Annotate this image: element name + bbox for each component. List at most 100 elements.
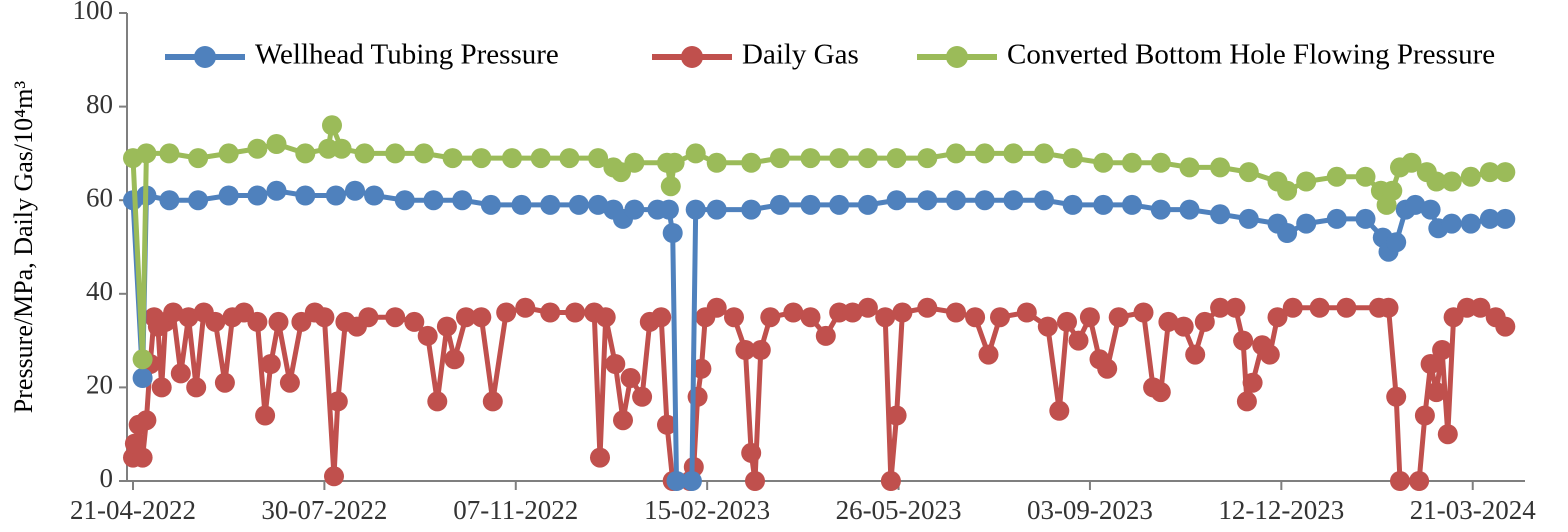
data-point [186, 377, 207, 398]
data-point [1133, 302, 1154, 323]
data-point [247, 311, 268, 332]
x-tick-label: 07-11-2022 [453, 495, 578, 525]
data-point [314, 307, 335, 328]
data-point [1079, 307, 1100, 328]
data-point [268, 311, 289, 332]
data-point [159, 143, 180, 164]
data-point [456, 307, 476, 328]
data-point [783, 302, 804, 323]
x-tick-label: 21-04-2022 [70, 495, 196, 525]
data-point [1150, 152, 1171, 173]
data-point [1238, 162, 1259, 183]
data-point [620, 368, 641, 388]
data-point [1108, 307, 1129, 328]
data-point [1210, 157, 1231, 178]
legend-swatch-marker [194, 46, 216, 68]
data-point [886, 190, 907, 211]
data-point [205, 311, 226, 332]
data-point [255, 405, 276, 426]
data-point [1401, 152, 1422, 173]
data-point [322, 115, 342, 136]
data-point [188, 190, 209, 211]
data-point [917, 297, 938, 318]
data-point [496, 302, 517, 323]
data-point [530, 148, 551, 169]
data-point [1296, 213, 1317, 234]
data-point [706, 152, 727, 173]
data-point [1097, 358, 1118, 379]
data-point [1194, 311, 1215, 332]
data-point [540, 302, 561, 323]
data-point [480, 194, 501, 215]
data-point [1355, 208, 1376, 229]
data-point [681, 471, 702, 491]
series-converted-bottom-hole-flowing-pressure [123, 115, 1516, 370]
data-point [1037, 316, 1058, 337]
data-point [1093, 194, 1114, 215]
data-point [741, 442, 762, 463]
data-point [1236, 391, 1257, 412]
legend-label: Wellhead Tubing Pressure [255, 39, 559, 71]
data-point [1432, 340, 1453, 360]
data-point [1460, 166, 1481, 187]
data-point [132, 368, 153, 388]
data-point [1267, 307, 1288, 328]
data-point [151, 377, 172, 398]
data-point [1426, 382, 1447, 403]
data-point [1150, 382, 1171, 403]
data-point [266, 134, 287, 154]
data-point [946, 143, 966, 164]
data-point [724, 307, 744, 328]
data-point [159, 190, 180, 211]
x-tick-label: 26-05-2023 [836, 495, 962, 525]
data-point [1259, 344, 1280, 365]
data-point [436, 316, 457, 337]
data-point [745, 471, 765, 491]
data-point [1378, 297, 1399, 318]
data-point [170, 363, 191, 384]
data-point [327, 391, 348, 412]
data-point [136, 410, 157, 431]
data-point [423, 190, 444, 211]
data-point [1414, 405, 1435, 426]
data-point [613, 410, 633, 431]
data-point [404, 311, 425, 332]
data-point [178, 307, 199, 328]
data-point [1326, 208, 1347, 229]
data-point [1185, 344, 1206, 365]
data-point [247, 185, 268, 206]
data-point [685, 143, 706, 164]
y-tick-label: 0 [100, 463, 114, 493]
data-point [1062, 194, 1083, 215]
data-point [385, 307, 406, 328]
data-point [657, 414, 677, 435]
data-point [1479, 208, 1500, 229]
y-tick-label: 80 [86, 89, 113, 119]
x-tick-label: 15-02-2023 [644, 495, 770, 525]
data-point [295, 185, 316, 206]
data-point [1210, 204, 1231, 225]
data-point [857, 297, 878, 318]
data-point [385, 143, 406, 164]
data-point [565, 302, 586, 323]
data-point [886, 148, 907, 169]
data-point [1003, 190, 1024, 211]
series-layer [123, 115, 1516, 491]
data-point [247, 138, 268, 159]
data-point [568, 194, 589, 215]
data-point [1495, 162, 1516, 183]
data-point [1068, 330, 1089, 351]
data-point [1309, 297, 1330, 318]
data-point [1003, 143, 1024, 164]
data-point [1405, 194, 1426, 215]
data-point [1150, 199, 1171, 220]
data-point [800, 307, 821, 328]
data-point [651, 307, 672, 328]
data-point [605, 354, 626, 374]
x-ticks: 21-04-2022 30-07-2022 07-11-2022 15-02-2023… [70, 481, 1536, 525]
data-point [624, 199, 645, 220]
data-point [394, 190, 415, 211]
y-tick-label: 100 [73, 0, 114, 25]
data-point [800, 148, 821, 169]
data-point [1049, 400, 1070, 421]
